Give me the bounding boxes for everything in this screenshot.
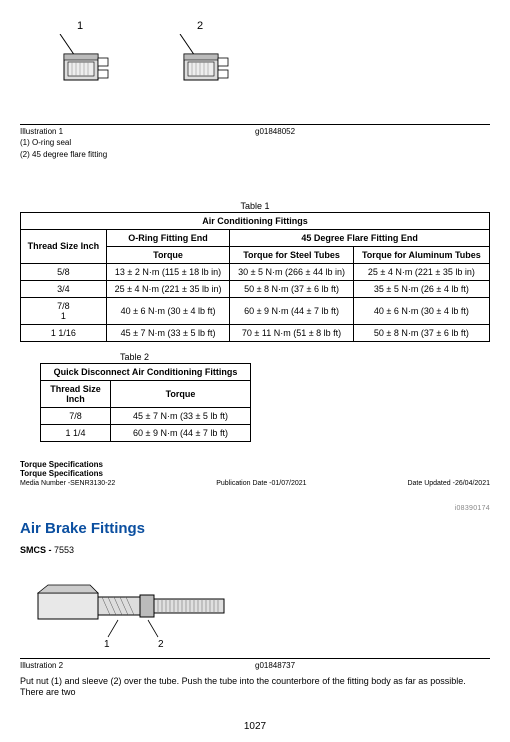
table-cell: 1 1/16 [21, 324, 107, 341]
table-cell: 7/81 [21, 297, 107, 324]
meta-upd: Date Updated -26/04/2021 [407, 480, 490, 487]
table-row: 5/813 ± 2 N·m (115 ± 18 lb in)30 ± 5 N·m… [21, 263, 490, 280]
illustration-2-caption-label: Illustration 2 [20, 661, 255, 670]
illustration-1-callout-2: 2 [197, 20, 203, 32]
page-number: 1027 [20, 721, 490, 732]
illustration-1-fig-2: 2 [170, 20, 230, 94]
table-2-title: Table 2 [120, 352, 490, 362]
table-2-col-torque: Torque [111, 380, 251, 407]
illustration-1-figures: 1 2 [50, 20, 490, 94]
table-cell: 40 ± 6 N·m (30 ± 4 lb ft) [106, 297, 230, 324]
table-1-col-steel: Torque for Steel Tubes [230, 246, 354, 263]
table-2-block: Table 2 Quick Disconnect Air Conditionin… [20, 352, 490, 442]
illustration-1-callout-1: 1 [77, 20, 83, 32]
smcs-label: SMCS - [20, 545, 54, 555]
table-cell: 45 ± 7 N·m (33 ± 5 lb ft) [106, 324, 230, 341]
table-1: Air Conditioning Fittings Thread Size In… [20, 212, 490, 342]
smcs-code: 7553 [54, 545, 74, 555]
table-cell: 50 ± 8 N·m (37 ± 6 lb ft) [230, 280, 354, 297]
table-1-title: Table 1 [20, 201, 490, 211]
flare-fitting-icon [170, 34, 230, 94]
table-cell: 30 ± 5 N·m (266 ± 44 lb in) [230, 263, 354, 280]
table-row: 7/8140 ± 6 N·m (30 ± 4 lb ft)60 ± 9 N·m … [21, 297, 490, 324]
table-1-col-alum: Torque for Aluminum Tubes [353, 246, 489, 263]
table-row: 1 1/460 ± 9 N·m (44 ± 7 lb ft) [41, 424, 251, 441]
illustration-2-caption-id: g01848737 [255, 661, 490, 670]
meta-line-2: Torque Specifications [20, 469, 490, 478]
table-cell: 3/4 [21, 280, 107, 297]
table-1-block: Table 1 Air Conditioning Fittings Thread… [20, 201, 490, 342]
table-cell: 25 ± 4 N·m (221 ± 35 lb in) [106, 280, 230, 297]
oring-fitting-icon [50, 34, 110, 94]
illustration-1-fig-1: 1 [50, 20, 110, 94]
table-1-col-oring: O-Ring Fitting End [106, 229, 230, 246]
table-1-col-45: 45 Degree Flare Fitting End [230, 229, 490, 246]
table-1-col-torque: Torque [106, 246, 230, 263]
table-cell: 60 ± 9 N·m (44 ± 7 lb ft) [111, 424, 251, 441]
meta-line-1: Torque Specifications [20, 460, 490, 469]
table-cell: 13 ± 2 N·m (115 ± 18 lb in) [106, 263, 230, 280]
table-row: 3/425 ± 4 N·m (221 ± 35 lb in)50 ± 8 N·m… [21, 280, 490, 297]
table-cell: 1 1/4 [41, 424, 111, 441]
smcs-line: SMCS - 7553 [20, 545, 490, 555]
air-brake-fitting-icon: 1 2 [30, 565, 250, 655]
table-cell: 70 ± 11 N·m (51 ± 8 lb ft) [230, 324, 354, 341]
ill2-label-1: 1 [104, 639, 110, 650]
table-cell: 50 ± 8 N·m (37 ± 6 lb ft) [353, 324, 489, 341]
illustration-caption-label: Illustration 1 [20, 127, 255, 136]
table-2-header-span: Quick Disconnect Air Conditioning Fittin… [41, 363, 251, 380]
illustration-caption-id: g01848052 [255, 127, 490, 136]
illustration-subcaption-1: (1) O-ring seal [20, 138, 490, 148]
illustration-1-block: 1 2 [20, 20, 490, 161]
doc-id: i08390174 [20, 505, 490, 512]
meta-media: Media Number -SENR3130-22 [20, 480, 115, 487]
table-cell: 7/8 [41, 407, 111, 424]
ill2-label-2: 2 [158, 639, 164, 650]
table-row: 1 1/1645 ± 7 N·m (33 ± 5 lb ft)70 ± 11 N… [21, 324, 490, 341]
illustration-1-caption-row: Illustration 1 g01848052 [20, 124, 490, 136]
illustration-2-block: 1 2 Illustration 2 g01848737 [20, 565, 490, 670]
meta-pub: Publication Date -01/07/2021 [216, 480, 306, 487]
table-cell: 35 ± 5 N·m (26 ± 4 lb ft) [353, 280, 489, 297]
table-cell: 5/8 [21, 263, 107, 280]
table-1-header-span: Air Conditioning Fittings [21, 212, 490, 229]
table-cell: 60 ± 9 N·m (44 ± 7 lb ft) [230, 297, 354, 324]
table-cell: 40 ± 6 N·m (30 ± 4 lb ft) [353, 297, 489, 324]
illustration-subcaption-2: (2) 45 degree flare fitting [20, 150, 490, 160]
table-row: 7/845 ± 7 N·m (33 ± 5 lb ft) [41, 407, 251, 424]
table-2: Quick Disconnect Air Conditioning Fittin… [40, 363, 251, 442]
meta-subline: Media Number -SENR3130-22 Publication Da… [20, 480, 490, 487]
table-2-col-thread: Thread Size Inch [41, 380, 111, 407]
section-heading: Air Brake Fittings [20, 520, 490, 537]
table-cell: 25 ± 4 N·m (221 ± 35 lb in) [353, 263, 489, 280]
section-meta: Torque Specifications Torque Specificati… [20, 460, 490, 487]
body-text: Put nut (1) and sleeve (2) over the tube… [20, 676, 490, 699]
illustration-2-caption-row: Illustration 2 g01848737 [20, 658, 490, 670]
table-cell: 45 ± 7 N·m (33 ± 5 lb ft) [111, 407, 251, 424]
table-1-col-thread: Thread Size Inch [21, 229, 107, 263]
